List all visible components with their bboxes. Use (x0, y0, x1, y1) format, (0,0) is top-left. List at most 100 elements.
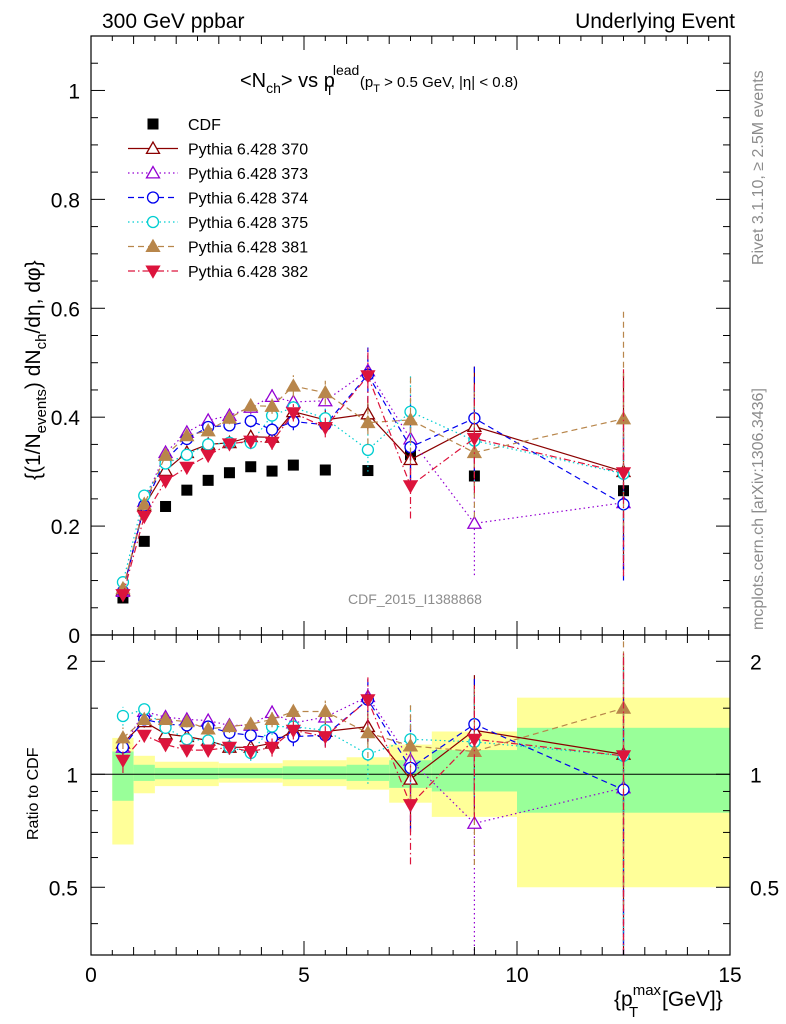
point-p374-7 (265, 423, 279, 436)
main-y-tick-label-3: 0.8 (51, 189, 80, 212)
ratio-point-p381-5 (221, 718, 238, 733)
point-p382-4 (200, 449, 216, 464)
point-p375-10 (361, 443, 375, 457)
band-inner-3 (218, 767, 283, 779)
point-p382-9 (317, 422, 333, 436)
ratio-point-p382-9 (317, 731, 333, 745)
x-axis-label: {pmax T [GeV]} (614, 982, 723, 1021)
series-p370 (115, 366, 632, 596)
point-cdf-8 (287, 459, 299, 471)
ratio-point-p381-1 (136, 711, 152, 725)
main-y-tick-label-zero: 0 (68, 625, 80, 648)
series-line-p370 (122, 411, 624, 591)
point-p382-0 (115, 589, 131, 603)
point-p373-12 (466, 515, 483, 529)
point-p381-10 (360, 414, 376, 429)
point-p382-2 (157, 475, 174, 489)
x-tick-label-0: 0 (85, 964, 97, 987)
ratio-point-p382-2 (157, 739, 174, 753)
legend-entry-cdf: CDF (147, 117, 221, 134)
point-p382-8 (285, 407, 301, 421)
legend-label-p381: Pythia 6.428 381 (188, 240, 308, 257)
ratio-y-tick-label-right-2: 2 (750, 651, 762, 674)
ratio-point-p382-7 (264, 741, 280, 756)
ratio-series-p382 (115, 651, 632, 955)
ratio-point-p381-6 (243, 716, 259, 730)
point-p381-5 (221, 410, 238, 424)
point-cdf-3 (181, 484, 193, 496)
point-cdf-4 (202, 474, 214, 486)
main-y-tick-label-0: 0.2 (51, 516, 80, 539)
point-p381-8 (285, 378, 301, 392)
ratio-point-p381-9 (317, 703, 333, 718)
legend-entry-p382: Pythia 6.428 382 (128, 264, 308, 281)
series-line-p382 (122, 374, 624, 595)
ratio-point-p381-11 (402, 738, 419, 752)
legend-entry-p381: Pythia 6.428 381 (128, 238, 308, 257)
point-p382-1 (136, 510, 152, 525)
point-p382-5 (221, 438, 238, 452)
ratio-point-p382-1 (136, 729, 152, 744)
ratio-point-p382-12 (466, 733, 483, 748)
legend-entry-p373: Pythia 6.428 373 (128, 165, 308, 183)
ratio-y-tick-label-right-1: 1 (750, 764, 762, 787)
x-tick-label-2: 10 (505, 964, 528, 987)
point-p381-6 (243, 397, 259, 412)
point-cdf-9 (319, 464, 331, 476)
ratio-y-tick-label-1: 1 (66, 764, 78, 787)
main-plot-marks (115, 309, 632, 604)
legend-label-p382: Pythia 6.428 382 (188, 264, 308, 281)
series-line-p373 (122, 370, 624, 592)
legend-label-p373: Pythia 6.428 373 (188, 166, 308, 183)
point-p381-7 (264, 398, 280, 412)
band-inner-4 (282, 766, 347, 780)
analysis-watermark: CDF_2015_I1388868 (348, 591, 482, 607)
header-left-label: 300 GeV ppbar (102, 10, 244, 33)
x-tick-label-3: 15 (718, 964, 741, 987)
ratio-point-p382-11 (402, 799, 419, 813)
legend-entry-p375: Pythia 6.428 375 (128, 215, 308, 232)
ratio-point-p381-0 (115, 730, 131, 744)
legend-marker-p373 (145, 165, 161, 179)
point-cdf-6 (245, 461, 257, 473)
ratio-point-p375-4 (201, 734, 215, 747)
ratio-point-p382-6 (243, 745, 259, 760)
legend-marker-p375 (146, 215, 160, 229)
ratio-point-p382-13 (615, 750, 632, 764)
legend-label-cdf: CDF (188, 117, 221, 134)
ratio-point-p381-8 (285, 703, 301, 718)
point-p381-3 (179, 427, 195, 442)
legend-marker-cdf (147, 118, 159, 130)
legend-entry-p370: Pythia 6.428 370 (128, 140, 308, 159)
ratio-point-p382-3 (179, 744, 195, 758)
main-y-axis-label: {(1/Nevents) dNch/dη, dφ} (22, 260, 50, 480)
point-cdf-7 (266, 465, 278, 477)
band-inner-2 (154, 767, 219, 780)
point-p381-1 (136, 496, 152, 510)
point-cdf-5 (223, 467, 235, 479)
main-y-tick-label-4: 1 (68, 80, 80, 103)
point-p381-11 (402, 412, 419, 426)
ratio-point-p382-0 (115, 754, 131, 769)
ratio-point-p381-3 (179, 713, 195, 728)
ratio-point-p375-0 (116, 709, 130, 723)
legend-entry-p374: Pythia 6.428 374 (128, 191, 308, 208)
point-p381-2 (157, 447, 174, 461)
point-p374-6 (244, 414, 257, 428)
ratio-point-p381-2 (157, 711, 174, 725)
point-cdf-2 (160, 500, 172, 512)
point-p382-12 (466, 432, 483, 447)
x-tick-label-1: 5 (298, 964, 310, 987)
legend-label-p374: Pythia 6.428 374 (188, 191, 308, 208)
legend-marker-p374 (146, 191, 160, 204)
series-p375 (116, 373, 630, 589)
series-cdf (117, 449, 629, 604)
point-p382-6 (243, 435, 259, 449)
ratio-point-p382-10 (360, 694, 376, 708)
ratio-point-p382-5 (221, 741, 238, 756)
legend-label-p375: Pythia 6.428 375 (188, 215, 308, 232)
point-cdf-1 (138, 535, 150, 547)
ratio-y-tick-label-right-0: 0.5 (750, 877, 779, 900)
band-inner-5 (346, 764, 390, 781)
